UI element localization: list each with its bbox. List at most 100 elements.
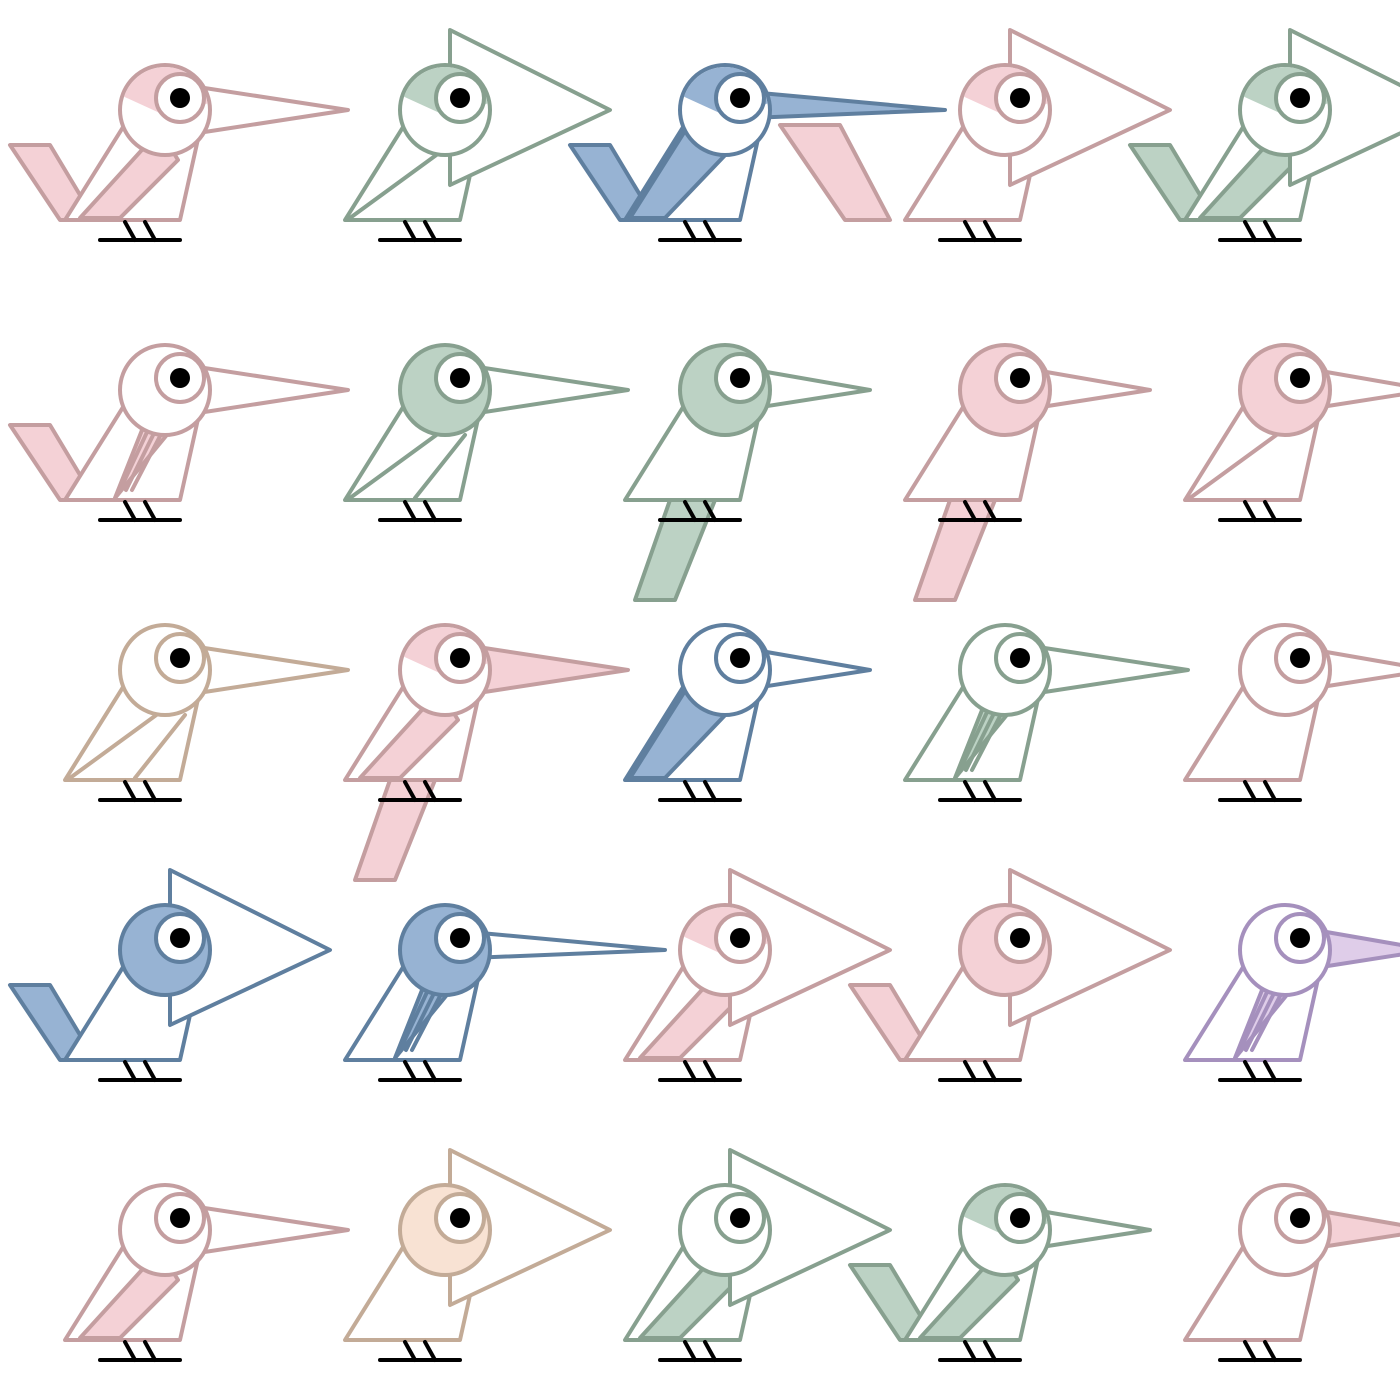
- bird-leg: [1243, 780, 1257, 802]
- bird-1: [8, 63, 350, 242]
- bird-pupil: [450, 928, 470, 948]
- bird-leg: [403, 1340, 417, 1362]
- bird-pupil: [730, 88, 750, 108]
- bird-pupil: [450, 368, 470, 388]
- bird-wing: [348, 143, 452, 220]
- bird-beak: [753, 368, 872, 410]
- bird-9: [903, 343, 1152, 602]
- bird-leg: [423, 500, 437, 522]
- bird-leg: [143, 500, 157, 522]
- bird-pupil: [1290, 88, 1310, 108]
- bird-leg: [703, 780, 717, 802]
- bird-leg: [403, 1060, 417, 1082]
- bird-leg: [703, 220, 717, 242]
- bird-leg: [403, 780, 417, 802]
- bird-14: [903, 623, 1190, 802]
- bird-leg: [1263, 500, 1277, 522]
- bird-pupil: [730, 928, 750, 948]
- bird-beak: [468, 930, 667, 960]
- bird-8: [623, 343, 872, 602]
- bird-leg: [963, 220, 977, 242]
- bird-pupil: [170, 1208, 190, 1228]
- bird-leg: [1263, 1060, 1277, 1082]
- bird-leg: [403, 500, 417, 522]
- bird-pupil: [730, 648, 750, 668]
- bird-leg: [143, 1340, 157, 1362]
- bird-pupil: [450, 648, 470, 668]
- bird-5: [1128, 28, 1400, 242]
- bird-pupil: [1290, 368, 1310, 388]
- bird-leg: [423, 1060, 437, 1082]
- bird-leg: [123, 1340, 137, 1362]
- bird-leg: [123, 500, 137, 522]
- bird-7: [343, 343, 630, 522]
- bird-23: [623, 1148, 892, 1362]
- bird-2: [343, 28, 612, 242]
- bird-leg: [1243, 500, 1257, 522]
- bird-12: [343, 623, 630, 882]
- bird-leg: [403, 220, 417, 242]
- bird-leg: [143, 1060, 157, 1082]
- bird-13: [623, 623, 872, 802]
- bird-leg: [143, 780, 157, 802]
- bird-pupil: [450, 88, 470, 108]
- bird-tail: [353, 778, 437, 882]
- bird-leg: [1263, 1340, 1277, 1362]
- bird-pupil: [1010, 648, 1030, 668]
- bird-tail: [778, 123, 892, 222]
- bird-leg: [423, 220, 437, 242]
- bird-beak: [1033, 1208, 1152, 1250]
- bird-leg: [983, 1060, 997, 1082]
- bird-leg: [703, 1340, 717, 1362]
- bird-leg: [123, 1060, 137, 1082]
- bird-11: [63, 623, 350, 802]
- bird-25: [1183, 1183, 1400, 1362]
- bird-17: [343, 903, 667, 1082]
- bird-16: [8, 868, 332, 1082]
- bird-leg: [1243, 220, 1257, 242]
- bird-19: [848, 868, 1172, 1082]
- bird-beak: [1033, 368, 1152, 410]
- bird-22: [343, 1148, 612, 1362]
- bird-leg: [683, 500, 697, 522]
- bird-leg: [703, 500, 717, 522]
- bird-leg: [1243, 1340, 1257, 1362]
- bird-leg: [423, 780, 437, 802]
- bird-leg: [983, 1340, 997, 1362]
- bird-20: [1183, 903, 1400, 1082]
- bird-wing: [68, 703, 172, 780]
- bird-leg: [143, 220, 157, 242]
- bird-24: [848, 1183, 1152, 1362]
- bird-pupil: [170, 88, 190, 108]
- bird-pupil: [170, 368, 190, 388]
- bird-pupil: [170, 648, 190, 668]
- bird-pupil: [1290, 648, 1310, 668]
- bird-3: [568, 63, 947, 242]
- bird-wing: [133, 713, 187, 780]
- bird-leg: [683, 1340, 697, 1362]
- bird-leg: [983, 780, 997, 802]
- bird-leg: [963, 500, 977, 522]
- bird-leg: [423, 1340, 437, 1362]
- bird-leg: [683, 1060, 697, 1082]
- bird-leg: [963, 1060, 977, 1082]
- bird-pupil: [1010, 368, 1030, 388]
- bird-leg: [1263, 220, 1277, 242]
- bird-leg: [123, 220, 137, 242]
- bird-leg: [1263, 780, 1277, 802]
- bird-wing: [348, 423, 452, 500]
- bird-wing: [413, 433, 467, 500]
- bird-leg: [683, 780, 697, 802]
- bird-18: [623, 868, 892, 1082]
- bird-4: [778, 28, 1172, 242]
- bird-pupil: [1290, 928, 1310, 948]
- bird-leg: [983, 220, 997, 242]
- bird-tail: [913, 498, 997, 602]
- bird-15: [1183, 623, 1400, 802]
- bird-6: [8, 343, 350, 522]
- bird-10: [1183, 343, 1400, 522]
- bird-leg: [683, 220, 697, 242]
- bird-pupil: [170, 928, 190, 948]
- bird-leg: [703, 1060, 717, 1082]
